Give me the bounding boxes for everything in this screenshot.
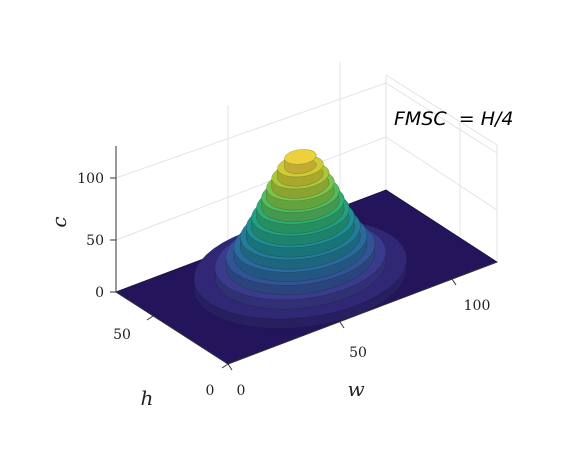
right-wall-grid-z50 (385, 136, 498, 211)
back-wall-grid-z50 (115, 136, 387, 241)
terrace-cap-12 (284, 149, 317, 165)
w-axis-label: w (347, 377, 364, 401)
surface-peak (193, 149, 408, 329)
h-tick-label-50: 50 (113, 327, 131, 343)
w-tick-label-50: 50 (349, 345, 367, 361)
h-tick-50 (146, 315, 154, 321)
z-axis-label: c (47, 216, 71, 227)
back-wall-grid-z100 (115, 82, 387, 179)
w-tick-50 (339, 321, 345, 329)
w-tick-label-0: 0 (237, 383, 246, 399)
h-axis-label: h (141, 386, 154, 410)
h-tick-0 (221, 363, 229, 369)
h-tick-label-0: 0 (206, 383, 215, 399)
tick-marks (110, 177, 457, 371)
right-wall-outline (385, 74, 498, 262)
fmsc-annotation: FMSC = H/4 (394, 108, 513, 130)
z-tick-label-100: 100 (77, 171, 104, 187)
h-axis-line (115, 291, 229, 365)
w-tick-0 (227, 363, 233, 371)
right-wall-grid-z100 (385, 82, 498, 154)
z-tick-label-50: 50 (86, 233, 104, 249)
w-tick-label-100: 100 (464, 298, 491, 314)
w-tick-100 (451, 278, 457, 286)
z-tick-label-0: 0 (95, 285, 104, 301)
